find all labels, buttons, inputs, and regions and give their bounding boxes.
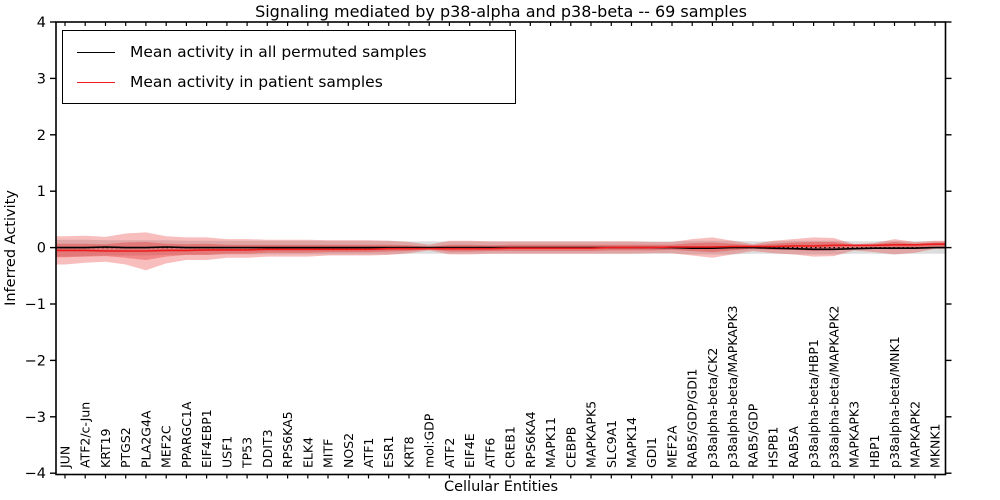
x-category-label: TP53	[240, 437, 255, 469]
x-category-label: GDI1	[644, 437, 659, 468]
y-tick-label: 0	[37, 241, 46, 257]
x-category-label: p38alpha-beta/MAPKAPK2	[826, 306, 841, 469]
x-category-label: ATF2/c-Jun	[78, 402, 93, 468]
x-category-label: RAB5/GDP/GDI1	[685, 369, 700, 468]
y-tick-label: 2	[37, 128, 46, 144]
x-category-label: RPS6KA5	[280, 411, 295, 468]
x-category-label: p38alpha-beta/MAPKAPK3	[725, 306, 740, 469]
x-category-label: HSPB1	[766, 427, 781, 468]
legend-item-patient: Mean activity in patient samples	[63, 67, 515, 97]
x-category-label: p38alpha-beta/CK2	[705, 348, 720, 468]
x-category-label: RPS6KA4	[523, 411, 538, 468]
patient-samples-spread-band	[56, 232, 946, 271]
x-category-label: MEF2C	[159, 425, 174, 468]
x-category-label: USF1	[219, 436, 234, 468]
y-tick-label: −1	[25, 297, 46, 313]
x-category-label: ATF6	[482, 438, 497, 468]
x-category-label: mol:GDP	[422, 413, 437, 468]
x-category-label: MEF2A	[665, 425, 680, 468]
y-tick-label: 4	[37, 15, 46, 31]
legend-label: Mean activity in all permuted samples	[130, 43, 427, 61]
y-tick-label: 3	[37, 71, 46, 87]
x-category-label: MAPK14	[624, 417, 639, 468]
y-tick-label: −3	[25, 410, 46, 426]
x-category-label: PPARGC1A	[179, 401, 194, 468]
legend-line-swatch-red	[77, 81, 115, 83]
x-category-label: HBP1	[867, 435, 882, 468]
y-tick-label: −4	[25, 466, 46, 482]
x-category-label: CEBPB	[563, 427, 578, 468]
x-category-label: EIF4E	[462, 433, 477, 468]
x-category-label: CREB1	[503, 426, 518, 468]
chart-title: Signaling mediated by p38-alpha and p38-…	[255, 2, 747, 21]
permuted-mean-line	[56, 246, 946, 251]
x-category-label: JUN	[58, 446, 73, 469]
x-category-label: DDIT3	[260, 429, 275, 468]
x-category-label: ELK4	[300, 437, 315, 468]
y-tick-label: −2	[25, 353, 46, 369]
legend-label: Mean activity in patient samples	[130, 73, 383, 91]
x-category-label: PTGS2	[118, 427, 133, 468]
x-category-label: RAB5/GDP	[745, 403, 760, 468]
x-category-label: MITF	[321, 439, 336, 468]
x-category-label: ATF2	[442, 438, 457, 468]
x-category-label: ATF1	[361, 438, 376, 468]
x-category-label: MAPKAPK2	[907, 401, 922, 468]
y-tick-label: 1	[37, 184, 46, 200]
x-category-label: p38alpha-beta/MNK1	[887, 336, 902, 468]
x-category-label: KRT19	[98, 428, 113, 468]
x-axis-label: Cellular Entities	[443, 479, 559, 495]
legend-line-swatch-black	[77, 51, 115, 53]
legend-item-permuted: Mean activity in all permuted samples	[63, 37, 515, 67]
x-category-label: MAPKAPK5	[584, 401, 599, 468]
x-category-label: MAPKAPK3	[847, 401, 862, 468]
x-category-label: EIF4EBP1	[199, 409, 214, 468]
patient-mean-line	[56, 243, 946, 252]
x-category-label: RAB5A	[786, 426, 801, 468]
x-category-label: MAPK11	[543, 417, 558, 468]
x-category-label: NOS2	[341, 433, 356, 468]
x-category-label: PLA2G4A	[138, 410, 153, 468]
x-category-label: ESR1	[381, 436, 396, 468]
x-category-label: KRT8	[402, 436, 417, 468]
legend: Mean activity in all permuted samples Me…	[62, 30, 516, 104]
x-category-label: SLC9A1	[604, 420, 619, 468]
x-category-label: p38alpha-beta/HBP1	[806, 339, 821, 468]
x-category-label: MKNK1	[928, 424, 943, 468]
